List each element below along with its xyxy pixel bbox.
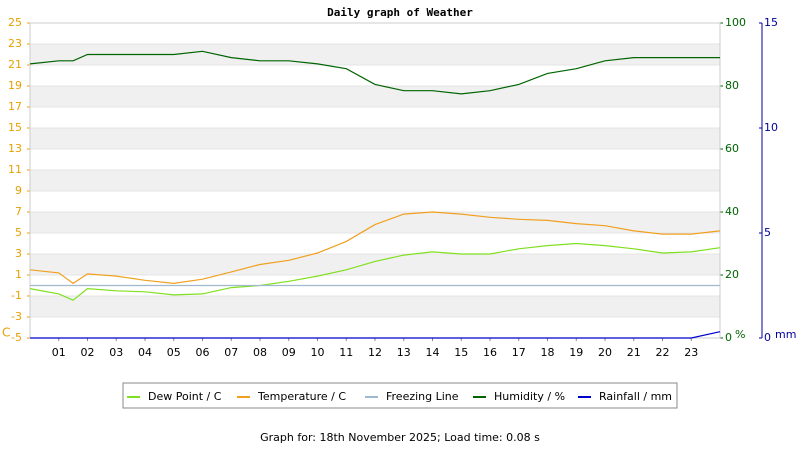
x-tick-label: 03 bbox=[109, 346, 123, 359]
legend-box bbox=[122, 382, 678, 409]
x-tick-label: 06 bbox=[196, 346, 210, 359]
plot-background bbox=[30, 23, 720, 338]
legend-label: Rainfall / mm bbox=[599, 390, 672, 403]
x-tick-label: 13 bbox=[397, 346, 411, 359]
band bbox=[30, 254, 720, 275]
band bbox=[30, 317, 720, 338]
band bbox=[30, 149, 720, 170]
y-tick-label: -3 bbox=[11, 310, 22, 323]
band bbox=[30, 170, 720, 191]
x-tick-label: 15 bbox=[454, 346, 468, 359]
x-tick-label: 04 bbox=[138, 346, 152, 359]
y-tick-label: -5 bbox=[11, 331, 22, 344]
y2-tick-label: 40 bbox=[725, 205, 739, 218]
band bbox=[30, 65, 720, 86]
x-tick-label: 05 bbox=[167, 346, 181, 359]
x-tick-label: 10 bbox=[311, 346, 325, 359]
y3-unit: mm bbox=[775, 328, 796, 341]
band bbox=[30, 212, 720, 233]
legend-label: Freezing Line bbox=[386, 390, 459, 403]
band bbox=[30, 128, 720, 149]
band bbox=[30, 191, 720, 212]
legend-label: Humidity / % bbox=[494, 390, 565, 403]
x-tick-label: 23 bbox=[684, 346, 698, 359]
y2-tick-label: 100 bbox=[725, 16, 746, 29]
series-line bbox=[29, 50, 720, 95]
y-tick-label: 7 bbox=[15, 205, 22, 218]
band bbox=[30, 233, 720, 254]
y2-tick-label: 80 bbox=[725, 79, 739, 92]
series-line bbox=[29, 242, 721, 301]
y-unit: C bbox=[2, 326, 10, 340]
y2-tick-label: 60 bbox=[725, 142, 739, 155]
y-tick-label: 21 bbox=[8, 58, 22, 71]
x-tick-label: 11 bbox=[339, 346, 353, 359]
y3-tick-label: 5 bbox=[764, 226, 771, 239]
y3-tick-label: 0 bbox=[764, 331, 771, 344]
x-tick-label: 01 bbox=[52, 346, 66, 359]
x-tick-label: 09 bbox=[282, 346, 296, 359]
band bbox=[30, 296, 720, 317]
y-tick-label: 9 bbox=[15, 184, 22, 197]
y-tick-label: 3 bbox=[15, 247, 22, 260]
x-tick-label: 20 bbox=[598, 346, 612, 359]
band bbox=[30, 86, 720, 107]
x-tick-label: 08 bbox=[253, 346, 267, 359]
x-tick-label: 16 bbox=[483, 346, 497, 359]
series-line bbox=[29, 211, 721, 285]
x-tick-label: 12 bbox=[368, 346, 382, 359]
y-tick-label: 25 bbox=[8, 16, 22, 29]
series-line bbox=[30, 331, 721, 339]
y-tick-label: 23 bbox=[8, 37, 22, 50]
y-tick-label: 11 bbox=[8, 163, 22, 176]
y-tick-label: 15 bbox=[8, 121, 22, 134]
y2-tick-label: 0 bbox=[725, 331, 732, 344]
x-tick-label: 07 bbox=[224, 346, 238, 359]
legend-label: Dew Point / C bbox=[148, 390, 222, 403]
x-tick-label: 02 bbox=[81, 346, 95, 359]
x-tick-label: 22 bbox=[656, 346, 670, 359]
legend-label: Temperature / C bbox=[257, 390, 346, 403]
y3-tick-label: 10 bbox=[764, 121, 778, 134]
x-tick-label: 19 bbox=[569, 346, 583, 359]
y-tick-label: 13 bbox=[8, 142, 22, 155]
x-tick-label: 14 bbox=[426, 346, 440, 359]
chart-title: Daily graph of Weather bbox=[327, 6, 473, 19]
band bbox=[30, 23, 720, 44]
y3-tick-label: 15 bbox=[764, 16, 778, 29]
band bbox=[30, 107, 720, 128]
x-tick-label: 21 bbox=[627, 346, 641, 359]
y2-tick-label: 20 bbox=[725, 268, 739, 281]
y-tick-label: 1 bbox=[15, 268, 22, 281]
x-tick-label: 18 bbox=[541, 346, 555, 359]
y-tick-label: 5 bbox=[15, 226, 22, 239]
band bbox=[30, 44, 720, 65]
footer: Graph for: 18th November 2025; Load time… bbox=[260, 431, 540, 444]
y2-unit: % bbox=[735, 328, 745, 341]
x-tick-label: 17 bbox=[512, 346, 526, 359]
y-tick-label: -1 bbox=[11, 289, 22, 302]
y-tick-label: 17 bbox=[8, 100, 22, 113]
y-tick-label: 19 bbox=[8, 79, 22, 92]
